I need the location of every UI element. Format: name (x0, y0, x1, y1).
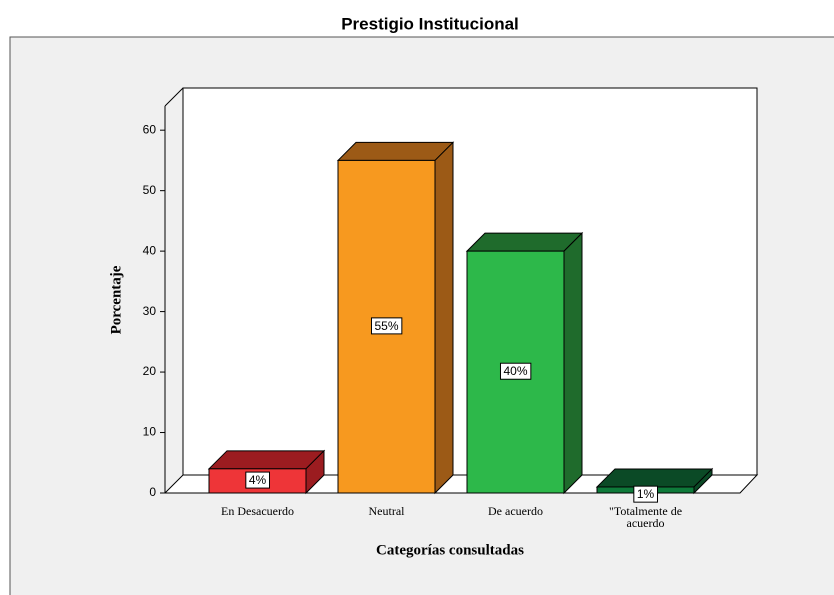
y-tick-label: 60 (143, 122, 157, 136)
value-label: 55% (374, 319, 398, 333)
y-axis-label: Porcentaje (108, 265, 124, 334)
value-label-box (245, 471, 271, 489)
y-tick-label: 40 (143, 243, 157, 257)
x-tick-label: "Totalmente de acuerdo (608, 504, 683, 530)
y-tick-label: 0 (149, 485, 156, 499)
bar-top (595, 468, 714, 488)
y-tick-label: 30 (143, 304, 157, 318)
bar-top (336, 141, 455, 161)
x-tick-label: De acuerdo (488, 504, 543, 518)
bar-top (465, 232, 584, 252)
value-label-box (370, 317, 403, 335)
y-tick-label: 20 (143, 364, 157, 378)
y-tick-label: 10 (143, 425, 157, 439)
value-label-box (499, 362, 532, 380)
value-label: 1% (637, 487, 655, 501)
bar-top (207, 450, 326, 470)
value-label: 4% (249, 473, 267, 487)
chart-title: Prestigio Institucional (341, 14, 519, 33)
x-tick-label: Neutral (368, 504, 405, 518)
x-axis-label: Categorías consultadas (376, 542, 524, 558)
bar-side (563, 231, 583, 495)
value-label-box (633, 485, 659, 503)
x-tick-label: En Desacuerdo (221, 504, 294, 518)
bar-side (434, 141, 454, 495)
value-label: 40% (503, 364, 527, 378)
y-tick-label: 50 (143, 183, 157, 197)
wall-edge (164, 87, 184, 107)
